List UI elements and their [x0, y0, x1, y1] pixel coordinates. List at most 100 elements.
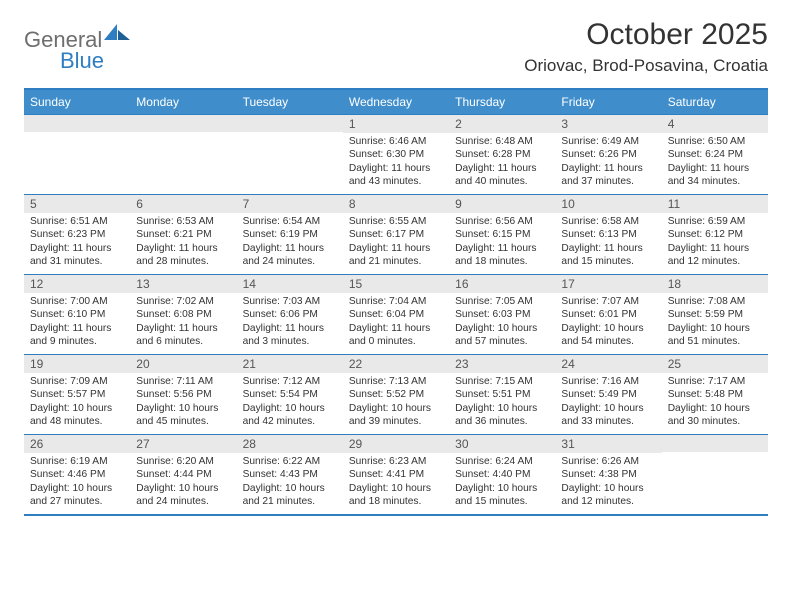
day-details [237, 132, 343, 190]
daylight-line: Daylight: 11 hours and 37 minutes. [561, 162, 655, 189]
sunset-line: Sunset: 4:41 PM [349, 468, 443, 481]
day-details: Sunrise: 7:05 AMSunset: 6:03 PMDaylight:… [449, 293, 555, 354]
day-number: 7 [237, 195, 343, 213]
sunset-line: Sunset: 5:59 PM [668, 308, 762, 321]
day-number: 9 [449, 195, 555, 213]
calendar-cell [24, 115, 130, 194]
calendar-cell: 27Sunrise: 6:20 AMSunset: 4:44 PMDayligh… [130, 435, 236, 514]
sunrise-line: Sunrise: 7:08 AM [668, 295, 762, 308]
day-details: Sunrise: 7:11 AMSunset: 5:56 PMDaylight:… [130, 373, 236, 434]
sunrise-line: Sunrise: 7:04 AM [349, 295, 443, 308]
sunrise-line: Sunrise: 6:51 AM [30, 215, 124, 228]
calendar-cell: 14Sunrise: 7:03 AMSunset: 6:06 PMDayligh… [237, 275, 343, 354]
day-details: Sunrise: 6:50 AMSunset: 6:24 PMDaylight:… [662, 133, 768, 194]
day-number: 8 [343, 195, 449, 213]
day-number [24, 115, 130, 132]
day-number: 15 [343, 275, 449, 293]
calendar-page: GeneralBlue October 2025 Oriovac, Brod-P… [0, 0, 792, 534]
weekday-header: Wednesday [343, 90, 449, 114]
day-number: 13 [130, 275, 236, 293]
sunrise-line: Sunrise: 7:16 AM [561, 375, 655, 388]
sunrise-line: Sunrise: 6:19 AM [30, 455, 124, 468]
sunset-line: Sunset: 6:06 PM [243, 308, 337, 321]
day-number: 4 [662, 115, 768, 133]
calendar-cell: 9Sunrise: 6:56 AMSunset: 6:15 PMDaylight… [449, 195, 555, 274]
day-details: Sunrise: 6:24 AMSunset: 4:40 PMDaylight:… [449, 453, 555, 514]
daylight-line: Daylight: 10 hours and 27 minutes. [30, 482, 124, 509]
calendar-cell: 12Sunrise: 7:00 AMSunset: 6:10 PMDayligh… [24, 275, 130, 354]
weekday-header: Thursday [449, 90, 555, 114]
sunset-line: Sunset: 5:57 PM [30, 388, 124, 401]
sunrise-line: Sunrise: 7:17 AM [668, 375, 762, 388]
day-number: 11 [662, 195, 768, 213]
sunrise-line: Sunrise: 7:11 AM [136, 375, 230, 388]
day-number: 21 [237, 355, 343, 373]
sunset-line: Sunset: 6:19 PM [243, 228, 337, 241]
day-number: 2 [449, 115, 555, 133]
day-details [24, 132, 130, 190]
sunset-line: Sunset: 5:54 PM [243, 388, 337, 401]
calendar-week: 1Sunrise: 6:46 AMSunset: 6:30 PMDaylight… [24, 114, 768, 194]
day-details: Sunrise: 6:53 AMSunset: 6:21 PMDaylight:… [130, 213, 236, 274]
day-number: 23 [449, 355, 555, 373]
brand-logo: GeneralBlue [24, 18, 130, 72]
sunset-line: Sunset: 6:26 PM [561, 148, 655, 161]
sunrise-line: Sunrise: 6:23 AM [349, 455, 443, 468]
daylight-line: Daylight: 11 hours and 3 minutes. [243, 322, 337, 349]
calendar-cell: 1Sunrise: 6:46 AMSunset: 6:30 PMDaylight… [343, 115, 449, 194]
daylight-line: Daylight: 11 hours and 9 minutes. [30, 322, 124, 349]
calendar-cell: 29Sunrise: 6:23 AMSunset: 4:41 PMDayligh… [343, 435, 449, 514]
day-details: Sunrise: 7:13 AMSunset: 5:52 PMDaylight:… [343, 373, 449, 434]
day-details: Sunrise: 7:09 AMSunset: 5:57 PMDaylight:… [24, 373, 130, 434]
calendar-cell: 26Sunrise: 6:19 AMSunset: 4:46 PMDayligh… [24, 435, 130, 514]
day-number: 16 [449, 275, 555, 293]
day-details: Sunrise: 6:59 AMSunset: 6:12 PMDaylight:… [662, 213, 768, 274]
daylight-line: Daylight: 10 hours and 48 minutes. [30, 402, 124, 429]
sunset-line: Sunset: 4:40 PM [455, 468, 549, 481]
daylight-line: Daylight: 11 hours and 6 minutes. [136, 322, 230, 349]
day-details: Sunrise: 6:19 AMSunset: 4:46 PMDaylight:… [24, 453, 130, 514]
calendar-cell: 19Sunrise: 7:09 AMSunset: 5:57 PMDayligh… [24, 355, 130, 434]
day-number: 1 [343, 115, 449, 133]
sunset-line: Sunset: 6:28 PM [455, 148, 549, 161]
sunrise-line: Sunrise: 7:13 AM [349, 375, 443, 388]
daylight-line: Daylight: 10 hours and 51 minutes. [668, 322, 762, 349]
day-number [237, 115, 343, 132]
day-details: Sunrise: 7:03 AMSunset: 6:06 PMDaylight:… [237, 293, 343, 354]
day-number: 26 [24, 435, 130, 453]
weekday-header: Sunday [24, 90, 130, 114]
day-details: Sunrise: 6:48 AMSunset: 6:28 PMDaylight:… [449, 133, 555, 194]
calendar-cell: 24Sunrise: 7:16 AMSunset: 5:49 PMDayligh… [555, 355, 661, 434]
calendar-week: 26Sunrise: 6:19 AMSunset: 4:46 PMDayligh… [24, 434, 768, 514]
calendar-cell: 23Sunrise: 7:15 AMSunset: 5:51 PMDayligh… [449, 355, 555, 434]
sunrise-line: Sunrise: 7:15 AM [455, 375, 549, 388]
calendar-cell: 4Sunrise: 6:50 AMSunset: 6:24 PMDaylight… [662, 115, 768, 194]
sunset-line: Sunset: 5:52 PM [349, 388, 443, 401]
day-details: Sunrise: 6:49 AMSunset: 6:26 PMDaylight:… [555, 133, 661, 194]
calendar-cell [130, 115, 236, 194]
sunset-line: Sunset: 6:24 PM [668, 148, 762, 161]
daylight-line: Daylight: 10 hours and 36 minutes. [455, 402, 549, 429]
sunrise-line: Sunrise: 6:48 AM [455, 135, 549, 148]
calendar-cell: 31Sunrise: 6:26 AMSunset: 4:38 PMDayligh… [555, 435, 661, 514]
day-details: Sunrise: 6:54 AMSunset: 6:19 PMDaylight:… [237, 213, 343, 274]
title-block: October 2025 Oriovac, Brod-Posavina, Cro… [524, 18, 768, 76]
sunset-line: Sunset: 4:44 PM [136, 468, 230, 481]
sunrise-line: Sunrise: 6:55 AM [349, 215, 443, 228]
daylight-line: Daylight: 10 hours and 39 minutes. [349, 402, 443, 429]
sunset-line: Sunset: 6:04 PM [349, 308, 443, 321]
day-number: 18 [662, 275, 768, 293]
day-details: Sunrise: 7:12 AMSunset: 5:54 PMDaylight:… [237, 373, 343, 434]
day-details: Sunrise: 6:55 AMSunset: 6:17 PMDaylight:… [343, 213, 449, 274]
calendar-grid: SundayMondayTuesdayWednesdayThursdayFrid… [24, 88, 768, 516]
daylight-line: Daylight: 10 hours and 15 minutes. [455, 482, 549, 509]
day-number: 31 [555, 435, 661, 453]
day-number: 10 [555, 195, 661, 213]
calendar-cell: 22Sunrise: 7:13 AMSunset: 5:52 PMDayligh… [343, 355, 449, 434]
daylight-line: Daylight: 11 hours and 43 minutes. [349, 162, 443, 189]
daylight-line: Daylight: 10 hours and 18 minutes. [349, 482, 443, 509]
calendar-cell: 21Sunrise: 7:12 AMSunset: 5:54 PMDayligh… [237, 355, 343, 434]
sunrise-line: Sunrise: 7:07 AM [561, 295, 655, 308]
sunrise-line: Sunrise: 6:50 AM [668, 135, 762, 148]
sunrise-line: Sunrise: 6:49 AM [561, 135, 655, 148]
